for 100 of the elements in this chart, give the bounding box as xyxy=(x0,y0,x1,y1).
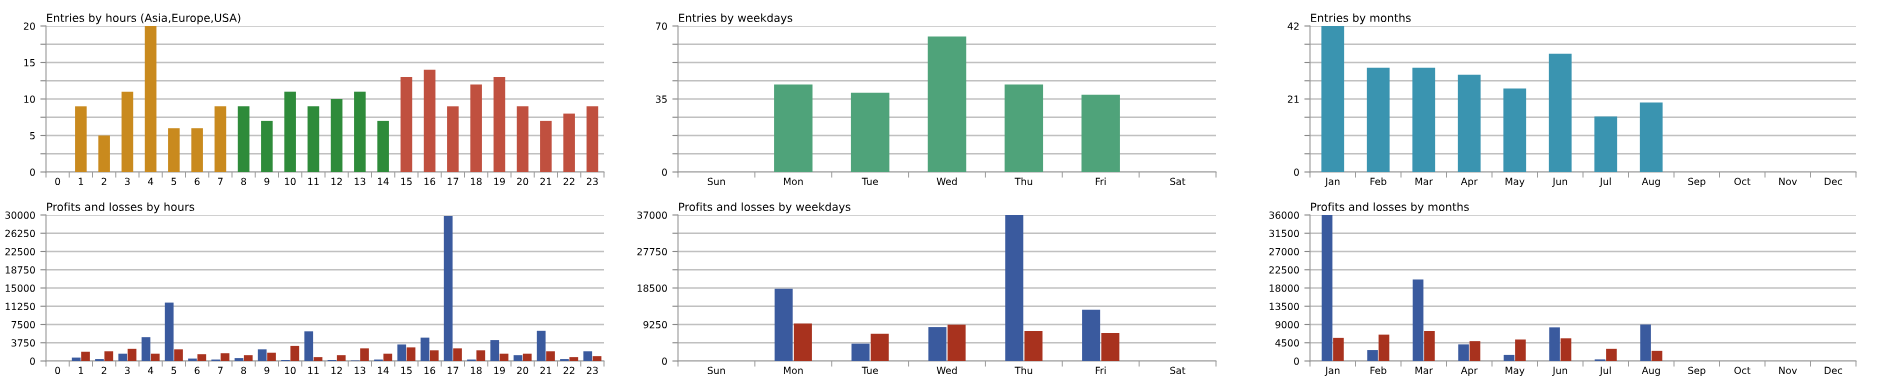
bar xyxy=(1594,116,1618,172)
y-tick-label: 0 xyxy=(30,168,35,176)
x-tick-label: Dec xyxy=(1824,366,1843,375)
x-tick-label: 15 xyxy=(401,177,412,186)
bar xyxy=(304,331,314,361)
x-tick-label: Mar xyxy=(1415,366,1433,375)
bar xyxy=(522,353,532,361)
bar xyxy=(1458,344,1469,361)
x-tick-label: Mar xyxy=(1415,177,1433,186)
x-tick-label: Jul xyxy=(1599,177,1611,187)
bar xyxy=(1081,94,1120,172)
bar xyxy=(1560,338,1572,361)
bar xyxy=(540,120,552,172)
bar xyxy=(360,348,369,361)
y-tick-label: 37000 xyxy=(637,211,667,219)
bar xyxy=(476,350,486,361)
x-tick-label: Apr xyxy=(1460,177,1478,187)
chart-title: Profits and losses by months xyxy=(1311,202,1469,214)
bar xyxy=(168,128,180,172)
bar xyxy=(447,106,459,172)
bar xyxy=(220,353,230,361)
bar xyxy=(1469,341,1481,361)
x-tick-label: 10 xyxy=(285,177,296,186)
x-tick-label: Sep xyxy=(1688,366,1706,376)
x-tick-label: Wed xyxy=(936,177,957,186)
x-tick-label: Fri xyxy=(1095,177,1106,185)
x-tick-label: 5 xyxy=(171,177,177,186)
y-tick-label: 42 xyxy=(1287,22,1299,30)
x-tick-label: Sun xyxy=(707,366,725,375)
y-tick-label: 0 xyxy=(662,357,667,365)
x-tick-label: 16 xyxy=(424,177,436,186)
x-tick-label: Wed xyxy=(936,366,957,375)
x-tick-label: 13 xyxy=(354,177,366,186)
x-tick-label: 0 xyxy=(55,366,61,375)
x-tick-label: 17 xyxy=(447,177,459,185)
bar xyxy=(870,333,889,361)
bar xyxy=(406,347,416,361)
x-tick-label: 21 xyxy=(540,177,552,185)
x-tick-label: Thu xyxy=(1014,366,1033,375)
bar xyxy=(563,113,575,172)
x-tick-label: Aug xyxy=(1641,366,1660,376)
bar xyxy=(81,351,90,361)
bar xyxy=(850,92,890,172)
chart-title: Profits and losses by weekdays xyxy=(679,202,851,214)
bar xyxy=(1378,334,1390,361)
y-tick-label: 3750 xyxy=(11,339,35,347)
x-tick-label: 17 xyxy=(447,366,459,374)
x-tick-label: Sat xyxy=(1170,177,1186,186)
x-tick-label: 8 xyxy=(241,366,247,375)
y-tick-label: 9250 xyxy=(643,320,667,329)
bar xyxy=(267,352,276,361)
x-tick-label: 11 xyxy=(308,177,319,185)
x-tick-label: Thu xyxy=(1014,177,1033,186)
x-tick-label: 0 xyxy=(55,177,61,186)
bar xyxy=(947,324,966,361)
x-tick-label: 7 xyxy=(218,177,223,185)
bar xyxy=(423,69,436,172)
x-tick-label: Mon xyxy=(783,177,803,186)
bar xyxy=(104,351,114,361)
x-tick-label: 16 xyxy=(424,366,436,375)
bar xyxy=(383,353,393,361)
bar xyxy=(546,351,555,361)
bar xyxy=(141,337,151,361)
x-tick-label: Feb xyxy=(1370,366,1387,375)
x-tick-label: Sat xyxy=(1170,366,1186,375)
x-tick-label: Jan xyxy=(1324,366,1340,376)
x-tick-label: Aug xyxy=(1641,177,1660,187)
bar xyxy=(490,340,500,361)
y-tick-label: 27000 xyxy=(1269,247,1299,256)
bar xyxy=(851,343,870,361)
y-tick-label: 15 xyxy=(24,59,35,67)
bar xyxy=(214,106,227,172)
bar xyxy=(1366,67,1390,172)
bar xyxy=(234,358,244,361)
bar xyxy=(71,357,81,361)
bar xyxy=(793,323,812,361)
bar xyxy=(1548,53,1572,172)
x-tick-label: Sep xyxy=(1688,177,1706,187)
y-tick-label: 36000 xyxy=(1269,211,1299,219)
x-tick-label: 23 xyxy=(586,177,598,186)
bar xyxy=(569,357,579,361)
x-tick-label: Nov xyxy=(1779,177,1797,186)
bar xyxy=(516,106,529,172)
y-tick-label: 7500 xyxy=(11,320,35,329)
bar xyxy=(354,91,366,172)
bar xyxy=(118,353,128,361)
x-tick-label: Fri xyxy=(1095,366,1106,374)
chart-title: Entries by weekdays xyxy=(679,13,793,25)
y-tick-label: 10 xyxy=(24,95,35,103)
x-tick-label: May xyxy=(1505,366,1525,376)
y-tick-label: 13500 xyxy=(1269,302,1299,311)
bar xyxy=(1606,348,1617,361)
bar xyxy=(174,349,183,361)
bar xyxy=(1457,74,1481,172)
bar xyxy=(1424,330,1435,361)
x-tick-label: 6 xyxy=(194,366,200,375)
x-tick-label: 12 xyxy=(331,366,342,374)
bar xyxy=(127,348,137,361)
bar xyxy=(443,215,453,361)
bar xyxy=(928,327,947,361)
